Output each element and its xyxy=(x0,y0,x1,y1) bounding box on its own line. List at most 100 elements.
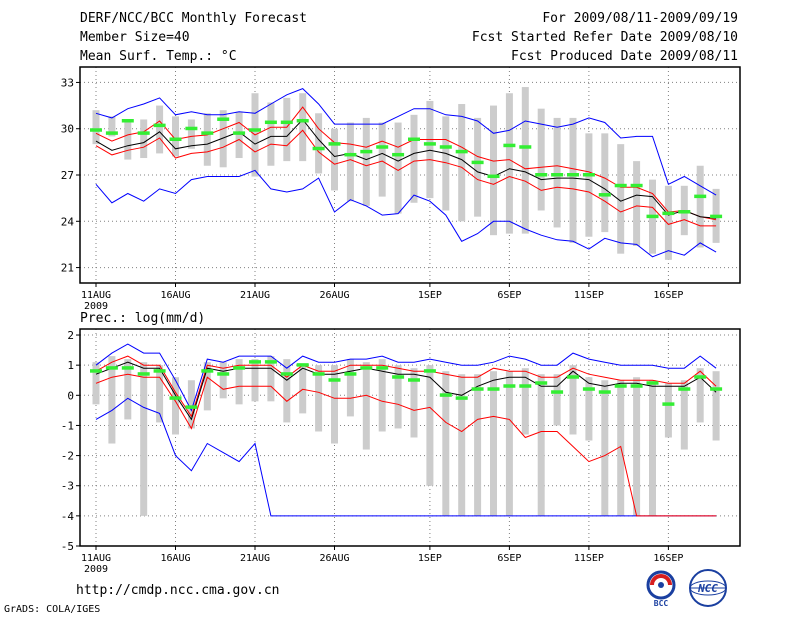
series-line-max xyxy=(95,343,717,412)
median-marker xyxy=(598,193,611,197)
median-marker xyxy=(551,390,564,394)
x-tick-label: 16AUG xyxy=(160,290,190,301)
ensemble-box xyxy=(219,362,227,399)
median-marker xyxy=(471,160,484,165)
y-tick-label: -5 xyxy=(61,540,74,553)
ensemble-box xyxy=(251,359,259,402)
median-marker xyxy=(328,142,341,146)
plot-frame xyxy=(79,66,741,284)
ensemble-box xyxy=(235,359,243,405)
median-marker xyxy=(408,137,420,142)
x-tick-label: 26AUG xyxy=(319,290,349,301)
y-tick-label: 24 xyxy=(61,215,75,228)
ensemble-box xyxy=(601,133,609,233)
x-tick-label: 11SEP xyxy=(574,553,604,564)
median-marker xyxy=(439,393,452,397)
ensemble-box xyxy=(378,359,386,432)
x-tick-label: 16SEP xyxy=(653,290,683,301)
x-tick-label: 6SEP xyxy=(497,290,521,301)
forecast-produced-date: Fcst Produced Date 2009/08/11 xyxy=(511,49,738,64)
ensemble-box xyxy=(633,161,641,246)
ensemble-box xyxy=(187,119,195,149)
bcc-logo-text: BCC xyxy=(654,599,669,608)
median-marker xyxy=(360,149,373,154)
median-marker xyxy=(121,119,134,123)
ensemble-box xyxy=(315,113,323,174)
ensemble-box xyxy=(172,377,179,435)
median-marker xyxy=(503,143,516,148)
median-marker xyxy=(280,372,293,376)
x-tick-label: 11AUG xyxy=(81,290,111,301)
ensemble-box xyxy=(331,128,338,191)
ensemble-box xyxy=(235,111,243,159)
ensemble-box xyxy=(156,365,164,423)
x-tick-label: 26AUG xyxy=(319,553,349,564)
plot-frame xyxy=(79,328,741,547)
median-marker xyxy=(312,146,325,151)
series-line-p25 xyxy=(95,129,717,227)
median-marker xyxy=(249,360,261,364)
median-marker xyxy=(630,183,643,188)
ensemble-box xyxy=(140,362,148,516)
y-tick-label: 27 xyxy=(61,169,74,182)
ensemble-box xyxy=(203,362,211,411)
ensemble-box xyxy=(537,108,545,211)
x-tick-label: 1SEP xyxy=(418,553,442,564)
median-marker xyxy=(376,145,389,149)
ensemble-box xyxy=(124,119,132,160)
x-tick-label: 6SEP xyxy=(497,553,521,564)
median-marker xyxy=(153,369,166,373)
source-url[interactable]: http://cmdp.ncc.cma.gov.cn xyxy=(76,583,280,598)
ensemble-box xyxy=(696,165,704,248)
median-marker xyxy=(614,384,627,388)
ensemble-box xyxy=(633,377,641,516)
y-tick-label: -2 xyxy=(61,450,74,463)
median-marker xyxy=(567,173,579,177)
ensemble-box xyxy=(187,380,195,429)
series-line-mean xyxy=(95,361,717,421)
ensemble-box xyxy=(490,371,497,516)
series-line-max xyxy=(95,88,717,196)
ensemble-box xyxy=(585,133,593,237)
series-line-p75 xyxy=(95,106,717,221)
y-tick-label: -4 xyxy=(61,510,75,523)
median-marker xyxy=(328,378,341,382)
median-marker xyxy=(662,402,675,406)
median-marker xyxy=(233,131,246,135)
median-marker xyxy=(487,174,500,179)
median-marker xyxy=(169,137,182,142)
ensemble-box xyxy=(378,122,386,197)
grads-credit: GrADS: COLA/IGES xyxy=(4,604,101,615)
ensemble-box xyxy=(537,374,545,516)
median-marker xyxy=(233,366,246,370)
median-marker xyxy=(471,387,484,391)
series-line-p25 xyxy=(95,373,717,517)
median-marker xyxy=(137,372,150,376)
ensemble-box xyxy=(156,105,164,154)
ensemble-box xyxy=(410,368,418,438)
chart-title: DERF/NCC/BCC Monthly Forecast xyxy=(80,11,307,26)
forecast-period: For 2009/08/11-2009/09/19 xyxy=(542,11,738,26)
median-marker xyxy=(90,369,102,373)
ensemble-box xyxy=(458,374,466,516)
ensemble-box xyxy=(108,356,116,444)
ensemble-box xyxy=(474,117,482,217)
median-marker xyxy=(455,396,468,400)
x-tick-label: 16AUG xyxy=(160,553,190,564)
ensemble-box xyxy=(569,117,577,243)
median-marker xyxy=(392,375,405,379)
ensemble-box xyxy=(346,122,354,202)
forecast-start-date: Fcst Started Refer Date 2009/08/10 xyxy=(471,30,738,45)
ensemble-box xyxy=(505,371,513,516)
ensemble-box xyxy=(664,185,672,260)
x-tick-label: 1SEP xyxy=(418,290,442,301)
series-line-mean xyxy=(95,118,717,219)
ensemble-box xyxy=(712,371,720,441)
median-marker xyxy=(185,405,198,409)
ensemble-box xyxy=(696,368,704,423)
ensemble-box xyxy=(394,122,402,214)
x-tick-label: 11SEP xyxy=(574,290,604,301)
